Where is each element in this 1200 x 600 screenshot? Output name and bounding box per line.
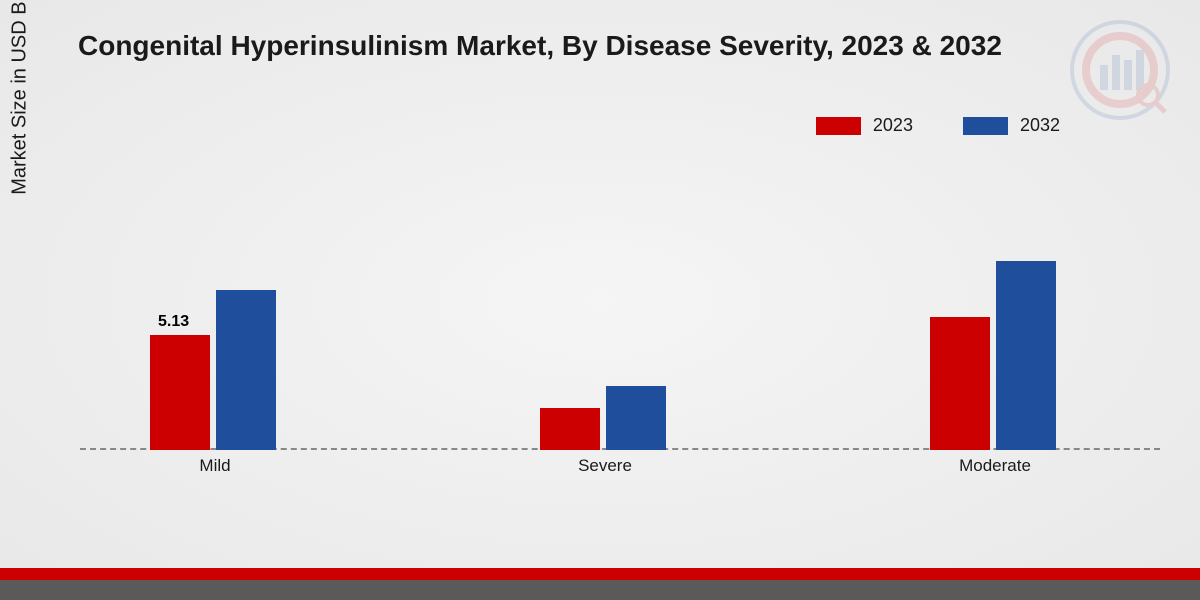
legend-item-2032: 2032 — [963, 115, 1060, 136]
watermark-logo — [1070, 20, 1170, 120]
footer-gray-bar — [0, 580, 1200, 600]
bar-mild-2023 — [150, 335, 210, 450]
bar-moderate-2023 — [930, 317, 990, 450]
legend: 2023 2032 — [816, 115, 1060, 136]
y-axis-label: Market Size in USD Billion — [9, 0, 32, 195]
footer-red-bar — [0, 568, 1200, 580]
category-label-moderate: Moderate — [959, 456, 1031, 476]
legend-item-2023: 2023 — [816, 115, 913, 136]
category-label-severe: Severe — [578, 456, 632, 476]
bar-group-moderate — [930, 261, 1056, 450]
legend-label-2032: 2032 — [1020, 115, 1060, 136]
chart-container: Congenital Hyperinsulinism Market, By Di… — [0, 0, 1200, 600]
legend-swatch-2023 — [816, 117, 861, 135]
bar-group-mild: 5.13 — [150, 290, 276, 450]
bar-mild-2023-wrap: 5.13 — [150, 335, 210, 450]
bar-severe-2023 — [540, 408, 600, 450]
legend-label-2023: 2023 — [873, 115, 913, 136]
bar-label-mild-2023: 5.13 — [158, 313, 189, 331]
bar-severe-2032 — [606, 386, 666, 450]
bar-mild-2032 — [216, 290, 276, 450]
bar-moderate-2032 — [996, 261, 1056, 450]
legend-swatch-2032 — [963, 117, 1008, 135]
category-label-mild: Mild — [199, 456, 230, 476]
chart-title: Congenital Hyperinsulinism Market, By Di… — [78, 30, 1002, 62]
plot-area: 5.13 Mild Severe Moderate — [80, 150, 1160, 480]
watermark-icon — [1070, 20, 1170, 120]
bar-group-severe — [540, 386, 666, 450]
